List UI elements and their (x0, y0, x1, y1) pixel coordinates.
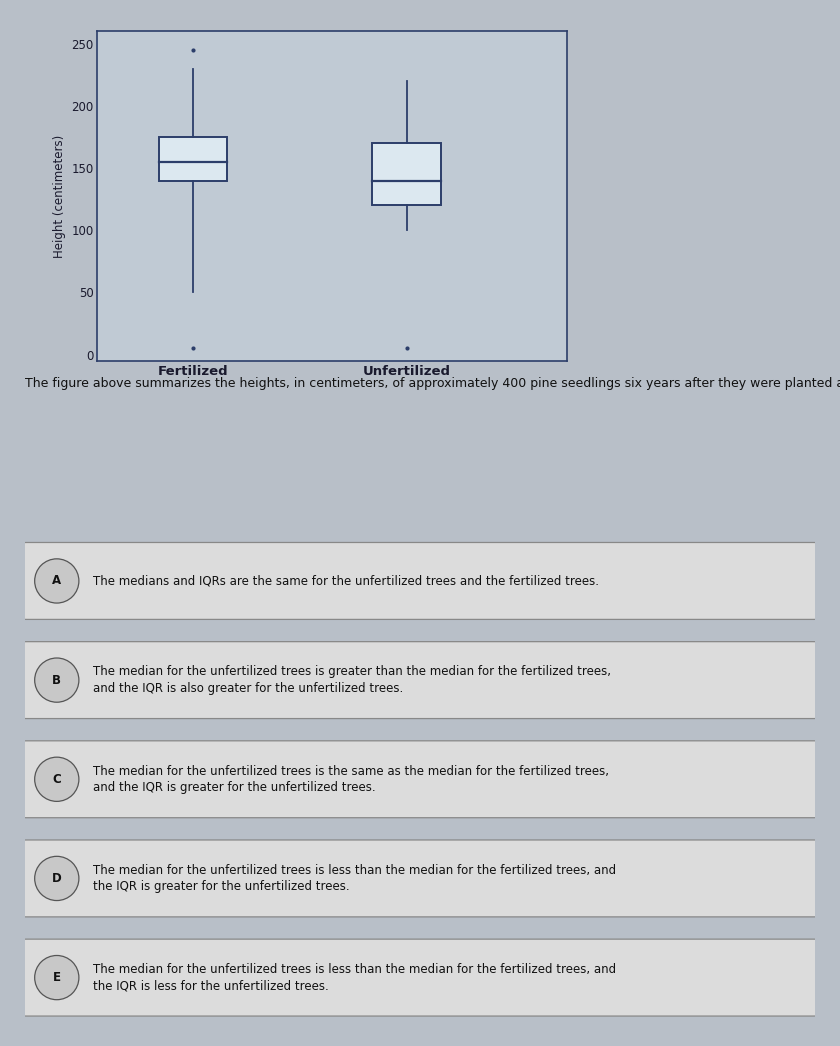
Text: The median for the unfertilized trees is less than the median for the fertilized: The median for the unfertilized trees is… (93, 864, 617, 893)
Bar (159, 137, 227, 181)
FancyBboxPatch shape (15, 840, 825, 917)
Text: A: A (52, 574, 61, 588)
Text: The median for the unfertilized trees is less than the median for the fertilized: The median for the unfertilized trees is… (93, 962, 617, 993)
FancyBboxPatch shape (15, 741, 825, 818)
Text: The median for the unfertilized trees is the same as the median for the fertiliz: The median for the unfertilized trees is… (93, 765, 609, 794)
Text: C: C (52, 773, 61, 786)
FancyBboxPatch shape (15, 641, 825, 719)
Text: E: E (53, 971, 60, 984)
FancyBboxPatch shape (15, 543, 825, 619)
FancyBboxPatch shape (15, 939, 825, 1016)
Ellipse shape (34, 559, 79, 604)
Text: The medians and IQRs are the same for the unfertilized trees and the fertilized : The medians and IQRs are the same for th… (93, 574, 599, 588)
Text: D: D (52, 872, 61, 885)
Text: The median for the unfertilized trees is greater than the median for the fertili: The median for the unfertilized trees is… (93, 665, 612, 695)
Text: The figure above summarizes the heights, in centimeters, of approximately 400 pi: The figure above summarizes the heights,… (25, 377, 840, 389)
Ellipse shape (34, 658, 79, 702)
Ellipse shape (34, 955, 79, 1000)
Text: B: B (52, 674, 61, 686)
Ellipse shape (34, 857, 79, 901)
Bar (372, 143, 441, 205)
Y-axis label: Height (centimeters): Height (centimeters) (53, 135, 66, 257)
Ellipse shape (34, 757, 79, 801)
